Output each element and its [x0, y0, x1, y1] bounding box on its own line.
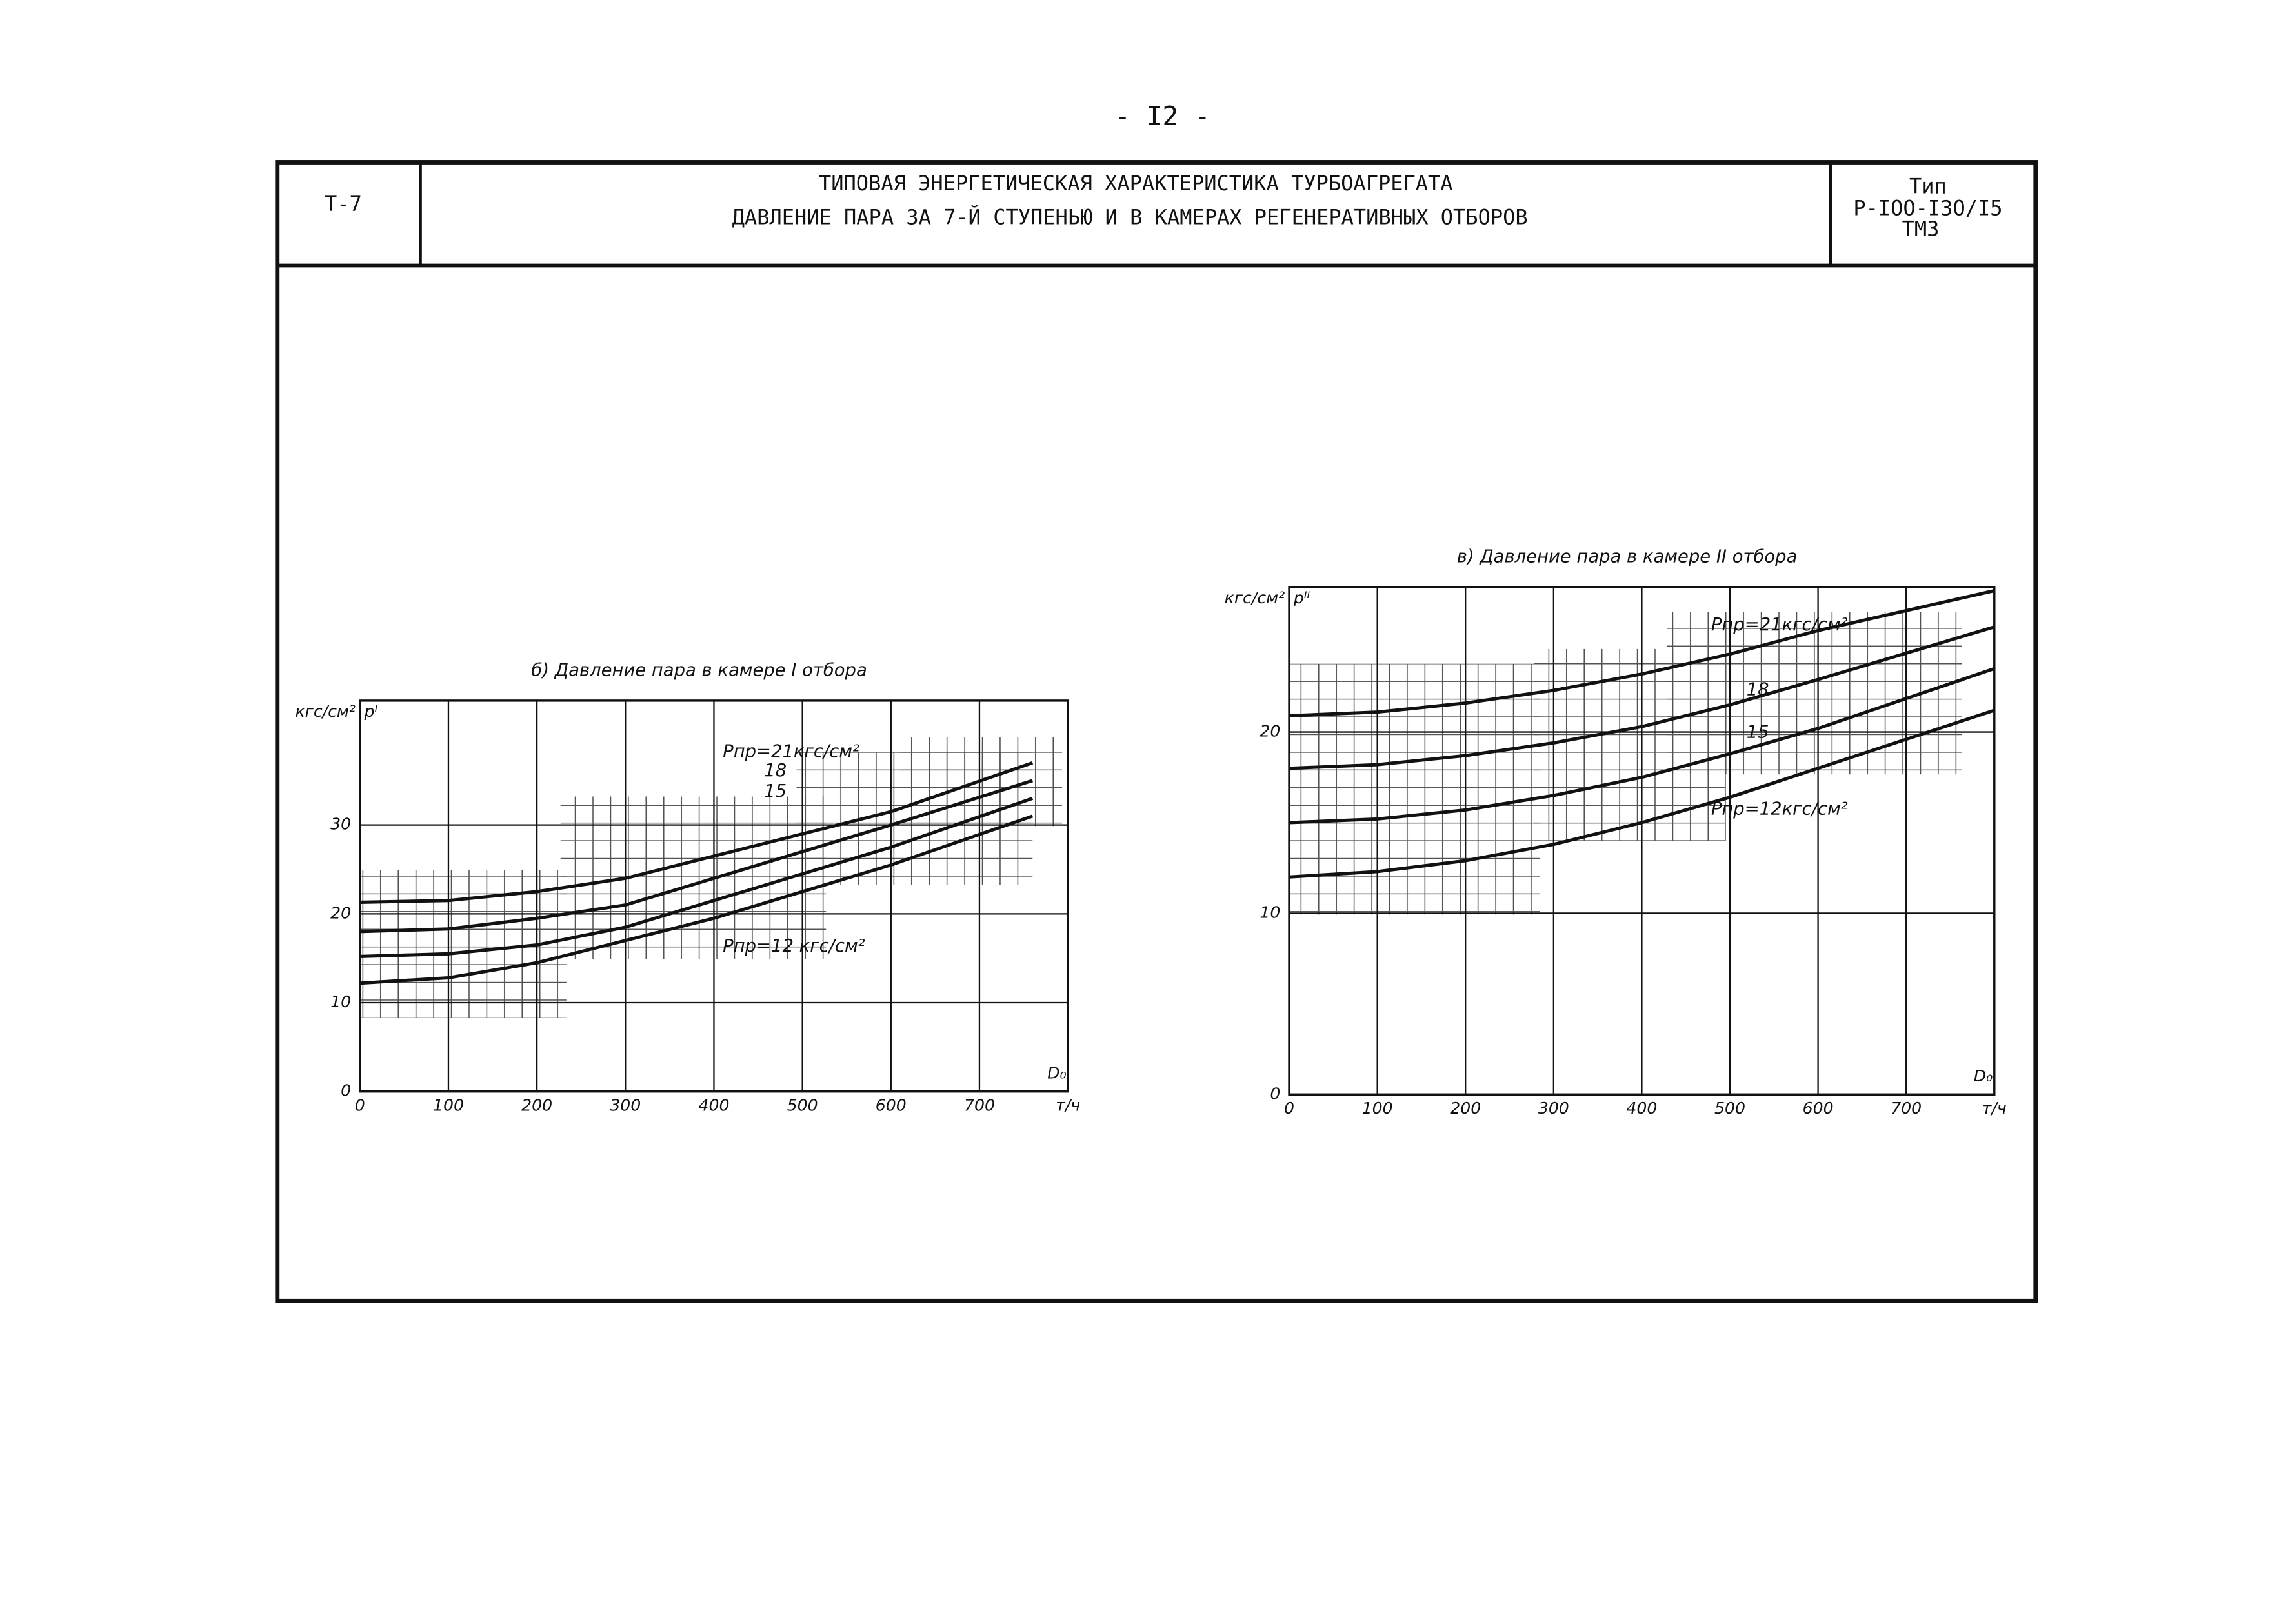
curve-label: 18	[1747, 679, 1769, 699]
type-model: Р-IOO-I3O/I5	[1853, 196, 2002, 221]
x-tick-label: 100	[433, 1096, 464, 1115]
x-tick-label: 100	[1362, 1099, 1393, 1118]
chart-title: б) Давление пара в камере I отбора	[531, 661, 867, 681]
x-tick-label: 400	[1626, 1099, 1657, 1118]
curve	[359, 796, 1034, 958]
curve	[1289, 625, 1995, 770]
x-tick-label: 500	[787, 1096, 818, 1115]
x-tick-label: 500	[1714, 1099, 1745, 1118]
x-unit: т/ч	[1982, 1099, 2007, 1118]
y-tick-label: 30	[330, 815, 351, 834]
y-unit: кгс/см²	[1225, 588, 1285, 607]
y-tick-label: 10	[1260, 903, 1280, 921]
header-title: ДАВЛЕНИЕ ПАРА ЗА 7-Й СТУПЕНЬЮ И В КАМЕРА…	[732, 205, 1528, 229]
x-tick-label: 700	[1891, 1099, 1922, 1118]
curve-label: Pпр=21кгс/см²	[723, 741, 859, 761]
x-tick-label: 300	[610, 1096, 641, 1115]
curve	[359, 814, 1034, 985]
curve-label: Pпр=12кгс/см²	[1711, 799, 1848, 819]
y-tick-label: 10	[330, 992, 351, 1011]
x-tick-label: 0	[1284, 1099, 1294, 1118]
curve	[1289, 708, 1995, 879]
header-title: ТИПОВАЯ ЭНЕРГЕТИЧЕСКАЯ ХАРАКТЕРИСТИКА ТУ…	[819, 171, 1453, 195]
x-tick-label: 200	[1450, 1099, 1481, 1118]
y-label: pᴵ	[364, 702, 378, 721]
curve-label: 15	[1747, 723, 1769, 743]
curve	[1289, 589, 1995, 717]
curve-label: 15	[764, 781, 787, 801]
x-tick-label: 0	[355, 1096, 365, 1115]
type-label: Тип	[1909, 174, 1947, 198]
x-label: D₀	[1047, 1063, 1066, 1082]
frame	[275, 160, 2038, 1303]
y-tick-label: 0	[341, 1081, 351, 1100]
curve	[359, 779, 1034, 934]
curve-label: Pпр=12 кгс/см²	[723, 936, 865, 956]
y-unit: кгс/см²	[295, 702, 356, 721]
x-tick-label: 200	[521, 1096, 552, 1115]
y-tick-label: 20	[330, 903, 351, 922]
x-label: D₀	[1974, 1067, 1993, 1085]
x-unit: т/ч	[1056, 1096, 1080, 1115]
chart-title: в) Давление пара в камере II отбора	[1457, 547, 1798, 567]
x-tick-label: 400	[698, 1096, 729, 1115]
y-label: pᴵᴵ	[1293, 588, 1310, 607]
page-number: - I2 -	[1114, 101, 1210, 132]
curve	[359, 761, 1034, 904]
header-code: Т-7	[325, 192, 362, 216]
x-tick-label: 600	[876, 1096, 907, 1115]
curve	[1289, 667, 1995, 825]
x-tick-label: 700	[964, 1096, 995, 1115]
y-tick-label: 0	[1270, 1084, 1280, 1103]
curve-label: Pпр=21кгс/см²	[1711, 615, 1848, 635]
x-tick-label: 300	[1538, 1099, 1569, 1118]
type-maker: ТМЗ	[1902, 217, 1940, 241]
curve-label: 18	[764, 761, 787, 781]
y-tick-label: 20	[1260, 722, 1280, 741]
x-tick-label: 600	[1803, 1099, 1834, 1118]
